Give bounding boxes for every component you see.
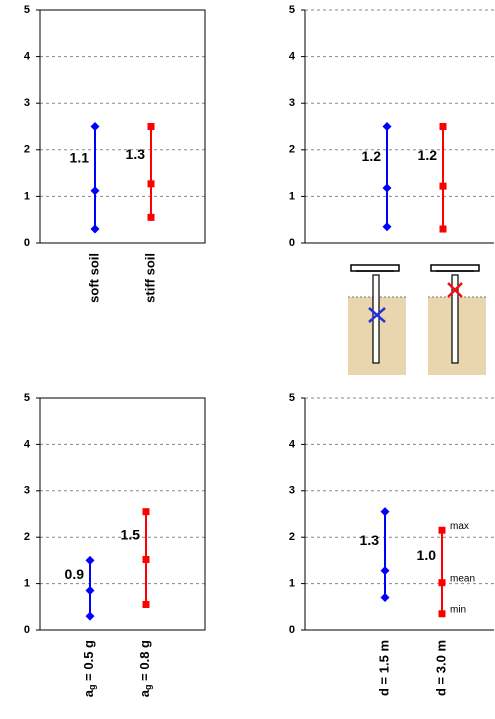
x-tick-label: ag = 0.5 g: [81, 640, 97, 697]
marker: [382, 183, 392, 193]
marker: [147, 123, 155, 130]
y-tick-label: 5: [24, 4, 30, 16]
y-tick-label: 5: [24, 392, 30, 404]
pile-shaft: [451, 274, 459, 364]
y-tick-label: 5: [289, 392, 295, 404]
panel: 0 1 2 3 4 5 soft soil stiff soil 1.1 1.3: [24, 4, 206, 303]
marker: [85, 555, 95, 565]
y-tick-label: 3: [289, 485, 295, 497]
category-subscript: g: [87, 684, 97, 690]
marker: [439, 225, 447, 233]
y-tick-label: 0: [289, 237, 295, 249]
marker: [142, 555, 150, 563]
y-tick-label: 3: [24, 97, 30, 109]
marker: [439, 123, 447, 130]
x-tick-label: d = 3.0 m: [433, 640, 448, 696]
pile-cap: [350, 264, 400, 272]
y-tick-label: 3: [24, 485, 30, 497]
y-tick-label: 4: [24, 438, 31, 450]
y-tick-label: 0: [289, 624, 295, 636]
pile-cap: [430, 264, 480, 272]
annotation: mean: [450, 573, 475, 584]
marker: [90, 186, 100, 196]
mean-label: 1.3: [126, 146, 146, 162]
mean-label: 1.2: [418, 147, 438, 163]
annotation: max: [450, 521, 469, 532]
pile-illustrations: [348, 264, 486, 375]
y-tick-label: 1: [289, 190, 295, 202]
annotation: min: [450, 604, 466, 615]
y-tick-label: 4: [24, 51, 31, 63]
marker: [438, 579, 446, 587]
y-tick-label: 5: [289, 4, 295, 16]
marker: [85, 611, 95, 621]
mean-label: 0.9: [65, 566, 85, 582]
category-symbol: a: [137, 689, 152, 697]
marker: [147, 213, 155, 221]
y-tick-label: 4: [289, 51, 296, 63]
marker: [438, 526, 446, 534]
y-tick-label: 1: [24, 578, 30, 590]
mean-label: 1.3: [360, 532, 380, 548]
category-subscript: g: [143, 684, 153, 690]
marker: [85, 586, 95, 596]
x-tick-label: soft soil: [86, 253, 101, 303]
y-tick-label: 4: [289, 438, 296, 450]
category-text: = 0.5 g: [81, 640, 96, 684]
marker: [380, 507, 390, 517]
marker: [380, 566, 390, 576]
panel: 0 1 2 3 4 5 1.2 1.2: [289, 4, 494, 249]
marker: [382, 222, 392, 232]
y-tick-label: 0: [24, 237, 30, 249]
marker: [142, 508, 150, 516]
marker: [90, 122, 100, 131]
y-tick-label: 3: [289, 97, 295, 109]
mean-label: 1.2: [362, 148, 382, 164]
y-tick-label: 2: [24, 144, 30, 156]
marker: [147, 180, 155, 188]
y-tick-label: 2: [24, 531, 30, 543]
hinge-mark: [368, 307, 386, 323]
mean-label: 1.5: [121, 526, 141, 542]
plot-frame: [39, 397, 206, 631]
marker: [438, 610, 446, 618]
y-tick-label: 2: [289, 531, 295, 543]
marker: [380, 593, 390, 603]
y-tick-label: 2: [289, 144, 295, 156]
panel: 0 1 2 3 4 5 d = 1.5 m d = 3.0 m 1.3 1.0 max mean min: [289, 392, 494, 696]
x-tick-label: stiff soil: [142, 253, 157, 303]
plot-frame: [39, 9, 206, 244]
mean-label: 1.0: [417, 547, 437, 563]
x-tick-label: d = 1.5 m: [376, 640, 391, 696]
marker: [439, 182, 447, 190]
marker: [142, 600, 150, 608]
category-symbol: a: [81, 689, 96, 697]
mean-label: 1.1: [70, 149, 90, 165]
y-tick-label: 1: [289, 578, 295, 590]
x-tick-label: ag = 0.8 g: [137, 640, 153, 697]
marker: [90, 224, 100, 234]
category-text: = 0.8 g: [137, 640, 152, 684]
hinge-mark: [447, 282, 463, 298]
marker: [382, 122, 392, 131]
y-tick-label: 1: [24, 190, 30, 202]
y-tick-label: 0: [24, 624, 30, 636]
